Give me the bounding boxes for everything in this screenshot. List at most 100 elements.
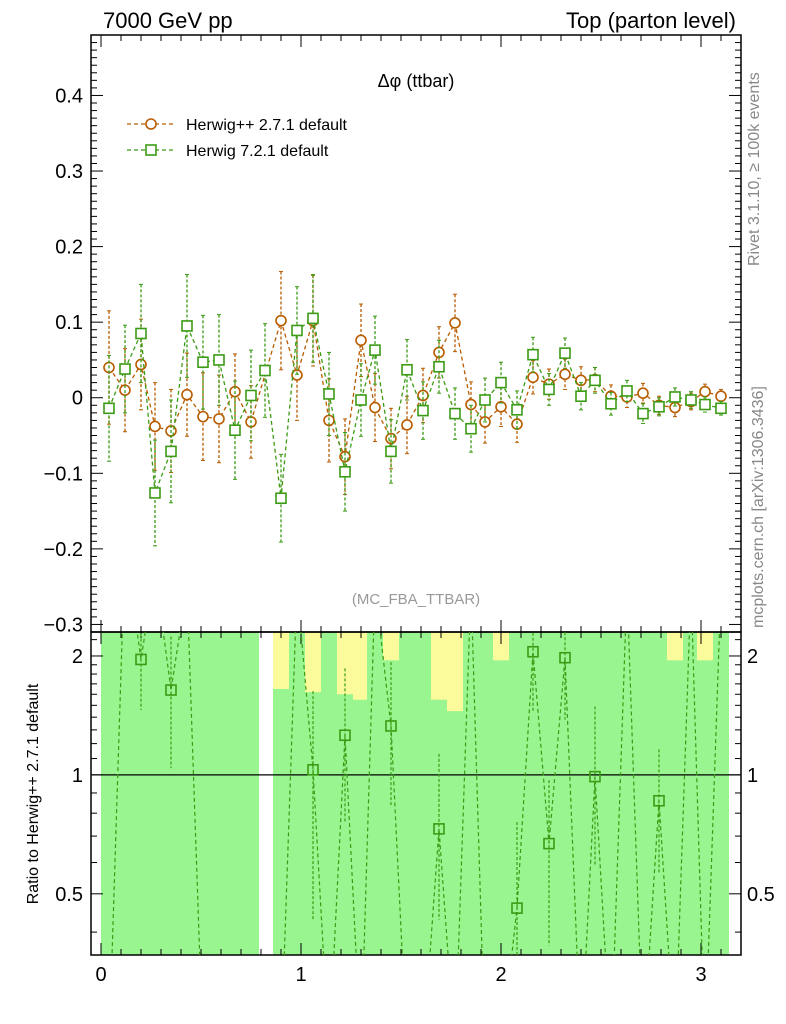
rivet-version-label: Rivet 3.1.10, ≥ 100k events: [746, 72, 763, 266]
ratio-data-point: [165, 684, 177, 696]
ratio-inner-band: [447, 711, 463, 955]
ratio-data-point: [589, 770, 601, 783]
data-point-0: [355, 334, 367, 347]
data-point-0: [637, 387, 649, 400]
ratio-inner-band: [289, 632, 305, 955]
x-tick-label: 3: [695, 964, 706, 986]
ratio-series-group: [111, 632, 721, 955]
data-point-1: [245, 389, 257, 402]
ratio-inner-band: [101, 632, 117, 955]
data-point-1: [699, 398, 711, 411]
data-point-1: [449, 407, 461, 420]
ratio-inner-band: [557, 632, 573, 955]
ratio-plot-frame: [90, 631, 742, 956]
data-point-1: [543, 383, 555, 396]
data-point-1: [259, 364, 271, 377]
ratio-inner-band: [227, 632, 243, 955]
x-tick-label: 0: [95, 964, 106, 986]
ratio-inner-band: [399, 632, 415, 955]
ratio-data-point: [559, 651, 571, 664]
ratio-inner-band: [273, 688, 289, 955]
ratio-inner-band: [493, 660, 509, 955]
ratio-inner-band: [697, 660, 713, 955]
ratio-inner-band: [243, 632, 259, 955]
data-point-1: [181, 320, 193, 332]
ratio-y-tick-label: 2: [72, 646, 83, 668]
legend-marker-1: [145, 144, 157, 156]
data-point-1: [119, 363, 131, 375]
data-point-1: [339, 465, 351, 478]
data-point-1: [149, 487, 161, 499]
data-point-0: [715, 390, 727, 403]
ratio-data-point: [135, 653, 147, 666]
ratio-inner-band: [321, 632, 337, 955]
ratio-inner-band: [383, 660, 399, 955]
ratio-inner-band: [541, 632, 557, 955]
data-point-1: [685, 394, 697, 406]
data-point-0: [401, 419, 413, 431]
ratio-inner-band: [635, 632, 651, 955]
ratio-data-point: [339, 729, 351, 742]
data-point-0: [323, 414, 335, 427]
series-line-1: [108, 317, 722, 499]
ratio-inner-band: [147, 632, 163, 955]
data-point-1: [637, 407, 649, 420]
data-point-1: [715, 402, 727, 415]
ratio-inner-band: [713, 632, 729, 955]
ratio-y-tick-label-right: 2: [747, 646, 758, 668]
data-point-0: [449, 317, 461, 329]
data-point-0: [181, 388, 193, 401]
data-point-1: [275, 492, 287, 505]
ratio-data-point: [433, 823, 445, 835]
y-tick-label: −0.1: [44, 463, 83, 485]
data-point-1: [355, 394, 367, 406]
mcplots-reference-label: mcplots.cern.ch [arXiv:1306.3436]: [750, 386, 767, 628]
ratio-inner-band: [353, 699, 369, 955]
ratio-inner-band: [667, 660, 683, 955]
y-tick-label: 0.4: [55, 85, 83, 107]
data-point-1: [197, 356, 209, 369]
ratio-inner-band: [163, 632, 179, 955]
ratio-inner-band: [683, 632, 699, 955]
data-point-1: [605, 397, 617, 410]
ratio-inner-band: [509, 632, 525, 955]
data-point-0: [527, 371, 539, 384]
legend-label-0: Herwig++ 2.7.1 default: [186, 117, 348, 134]
ratio-data-point: [653, 794, 665, 807]
ratio-data-point: [527, 645, 539, 658]
ratio-y-tick-label-right: 0.5: [747, 884, 775, 906]
header-right: Top (parton level): [566, 8, 736, 33]
data-point-1: [669, 391, 681, 403]
data-point-0: [465, 398, 477, 411]
legend-label-1: Herwig 7.2.1 default: [186, 143, 329, 160]
ratio-inner-band: [415, 632, 431, 955]
ratio-inner-band: [463, 632, 479, 955]
y-tick-label: −0.2: [44, 539, 83, 561]
ratio-inner-band: [179, 632, 195, 955]
header-left: 7000 GeV pp: [103, 8, 233, 33]
data-point-1: [165, 445, 177, 458]
x-tick-label: 1: [295, 964, 306, 986]
data-point-1: [401, 363, 413, 376]
data-point-1: [307, 312, 319, 325]
y-tick-label: 0.3: [55, 161, 83, 183]
data-point-1: [229, 424, 241, 437]
data-point-1: [213, 354, 225, 366]
data-point-1: [621, 385, 633, 397]
data-point-0: [559, 368, 571, 381]
ratio-inner-band: [477, 632, 493, 955]
data-point-0: [699, 385, 711, 398]
data-point-1: [465, 422, 477, 435]
data-point-1: [511, 404, 523, 416]
ratio-inner-band: [195, 632, 211, 955]
ratio-inner-band: [337, 694, 353, 955]
ratio-inner-band: [573, 632, 589, 955]
ratio-data-point: [511, 902, 523, 914]
ratio-inner-band: [619, 632, 635, 955]
data-point-0: [495, 401, 507, 413]
data-point-1: [559, 347, 571, 359]
ratio-data-point: [307, 764, 319, 776]
data-point-1: [575, 390, 587, 403]
legend-marker-0: [145, 118, 157, 130]
